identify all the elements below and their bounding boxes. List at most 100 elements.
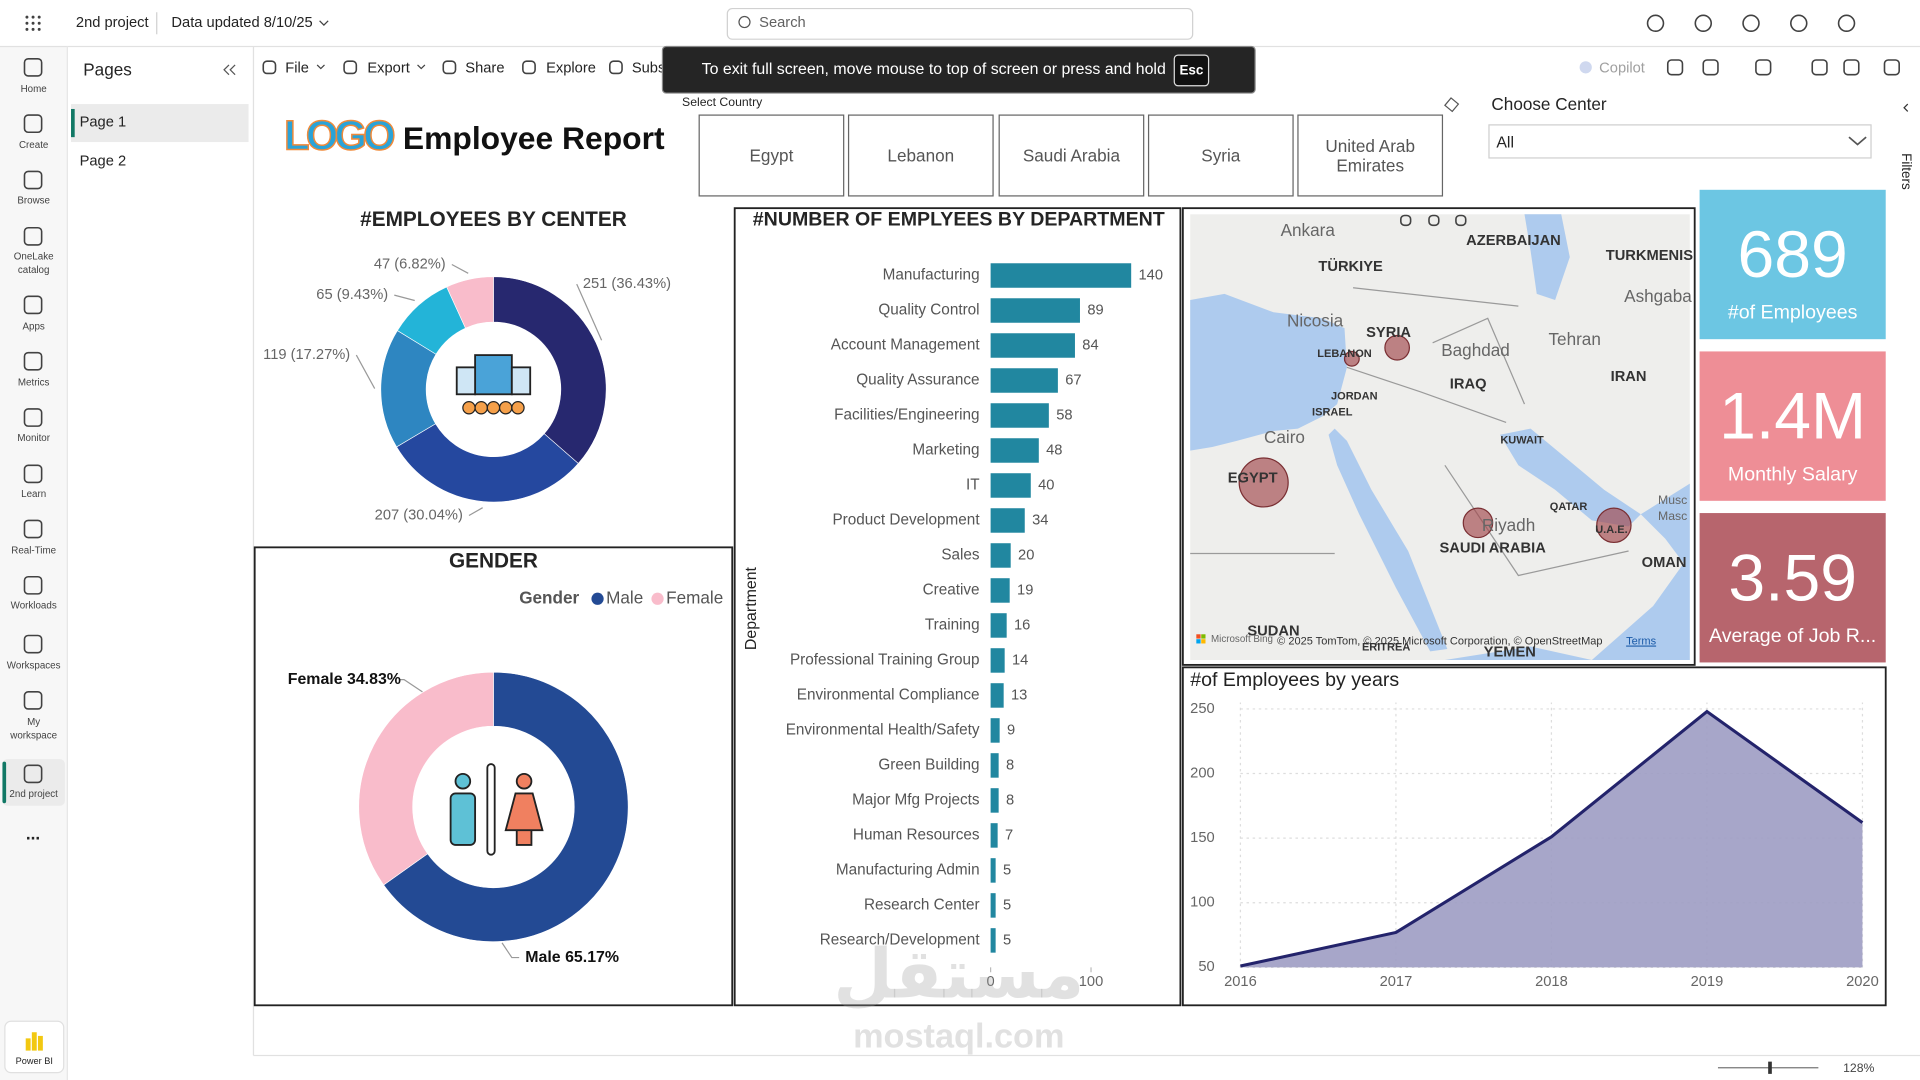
slicer-option[interactable]: United Arab Emirates: [1325, 135, 1415, 176]
nav-icon[interactable]: [23, 634, 43, 654]
nav-icon[interactable]: [23, 764, 43, 784]
nav-icon[interactable]: [23, 691, 43, 710]
map-bubble[interactable]: [1238, 457, 1289, 508]
data-updated: Data updated 8/10/25: [171, 15, 312, 31]
nav-label[interactable]: Real-Time: [11, 544, 57, 556]
slicer-tile[interactable]: [1147, 114, 1294, 197]
toolbar-icon[interactable]: [1702, 59, 1719, 76]
data-label: 16: [1014, 617, 1030, 633]
nav-label[interactable]: Learn: [21, 488, 47, 500]
map-label: OMAN: [1642, 555, 1687, 571]
slicer-tile[interactable]: [998, 114, 1145, 197]
slicer-tile[interactable]: [1297, 114, 1444, 197]
toolbar-icon[interactable]: [1790, 14, 1808, 33]
slicer-tile[interactable]: [698, 114, 845, 197]
nav-label-box: Learn: [21, 488, 47, 500]
pages-title: Pages: [83, 60, 132, 80]
nav-icon[interactable]: [23, 295, 43, 315]
nav-label-box: Workloads: [10, 600, 57, 612]
zoom-thumb[interactable]: [1768, 1061, 1772, 1074]
slicer-option[interactable]: Saudi Arabia: [1022, 145, 1121, 166]
kpi-card: [1699, 513, 1886, 663]
chevron: [319, 20, 329, 26]
nav-label[interactable]: Apps: [22, 320, 45, 332]
nav-icon[interactable]: [23, 226, 43, 246]
nav-label[interactable]: My workspace: [10, 716, 58, 741]
toolbar-icon[interactable]: [1883, 59, 1900, 76]
category-label: Environmental Health/Safety: [786, 721, 980, 738]
bing-logo: [1201, 634, 1206, 639]
toolbar-icon[interactable]: [1666, 59, 1684, 76]
map-bubble[interactable]: [1596, 507, 1632, 544]
nav-icon[interactable]: [23, 575, 43, 595]
category-label: Sales: [941, 547, 980, 564]
filters-collapse[interactable]: [1903, 103, 1909, 112]
x-tick-label: 2018: [1535, 974, 1568, 990]
nav-label[interactable]: OneLake catalog: [13, 251, 54, 276]
chevron: [417, 64, 426, 70]
page-selected[interactable]: [71, 104, 249, 143]
toolbar-icon[interactable]: [522, 60, 536, 75]
nav-label[interactable]: Home: [20, 83, 47, 95]
chart-title: #NUMBER OF EMPLYEES BY DEPARTMENT: [753, 209, 1165, 231]
nav-label-box: Browse: [17, 194, 51, 206]
toolbar-icon[interactable]: [1811, 59, 1828, 76]
slicer-option[interactable]: Syria: [1201, 145, 1241, 166]
map-label: Ashgaba: [1624, 286, 1692, 306]
toolbar-icon[interactable]: [609, 60, 623, 75]
toolbar-item: Explore: [546, 60, 596, 76]
collapse-icon[interactable]: [223, 64, 236, 76]
toolbar-icon[interactable]: [1843, 59, 1860, 76]
toolbar-icon[interactable]: [262, 60, 277, 75]
toolbar-icon[interactable]: [1694, 14, 1713, 33]
nav-icon[interactable]: [23, 464, 43, 484]
nav-label[interactable]: Metrics: [17, 377, 50, 389]
toolbar-icon[interactable]: [1755, 59, 1772, 76]
nav-label[interactable]: Monitor: [17, 432, 51, 444]
bar: [990, 473, 1031, 498]
nav-label[interactable]: Browse: [17, 194, 51, 206]
map-label: IRAN: [1611, 369, 1647, 385]
search-box[interactable]: [726, 7, 1194, 40]
toolbar-icon[interactable]: [442, 60, 457, 75]
nav-icon[interactable]: [23, 408, 43, 427]
leader-line: [468, 507, 483, 517]
nav-icon[interactable]: [23, 114, 43, 134]
center-dropdown[interactable]: [1488, 124, 1872, 159]
nav-label[interactable]: 2nd project: [9, 788, 58, 800]
nav-icon[interactable]: [23, 57, 43, 77]
map-bubble[interactable]: [1343, 350, 1360, 367]
category-label: Quality Control: [878, 302, 979, 319]
toolbar-icon[interactable]: [1837, 14, 1856, 33]
slicer-tile[interactable]: [847, 114, 994, 197]
bing-logo: [1196, 634, 1201, 639]
kpi-value: 1.4M: [1719, 380, 1866, 454]
map-bubble[interactable]: [1462, 507, 1494, 539]
toolbar-icon[interactable]: [343, 60, 358, 75]
map-water: [1591, 483, 1690, 660]
nav-label[interactable]: Workloads: [10, 600, 57, 612]
nav-label[interactable]: Workspaces: [6, 660, 61, 672]
category-label: Manufacturing: [883, 267, 980, 284]
nav-icon[interactable]: [23, 351, 43, 371]
nav-label-box: Monitor: [17, 432, 51, 444]
nav-label[interactable]: Create: [18, 139, 49, 151]
nav-icon[interactable]: [23, 170, 43, 190]
zoom-level: 128%: [1843, 1061, 1874, 1075]
map-label: SUDAN: [1247, 624, 1299, 640]
visual-header-icon[interactable]: [1400, 214, 1412, 227]
map-bubble[interactable]: [1384, 334, 1410, 361]
slicer-option[interactable]: Lebanon: [887, 145, 955, 166]
toolbar-icon[interactable]: [1646, 14, 1665, 33]
eraser-icon[interactable]: [1444, 97, 1460, 113]
toolbar-icon[interactable]: [1742, 14, 1760, 33]
icon-divider: [486, 763, 496, 856]
slicer-option[interactable]: Egypt: [749, 145, 794, 166]
app-launcher-dot: [31, 21, 35, 25]
kpi-value: 3.59: [1728, 541, 1857, 615]
visual-header-icon[interactable]: [1455, 214, 1467, 227]
map-label: IRAQ: [1450, 376, 1487, 392]
nav-icon[interactable]: [23, 519, 43, 539]
visual-header-icon[interactable]: [1428, 214, 1440, 227]
